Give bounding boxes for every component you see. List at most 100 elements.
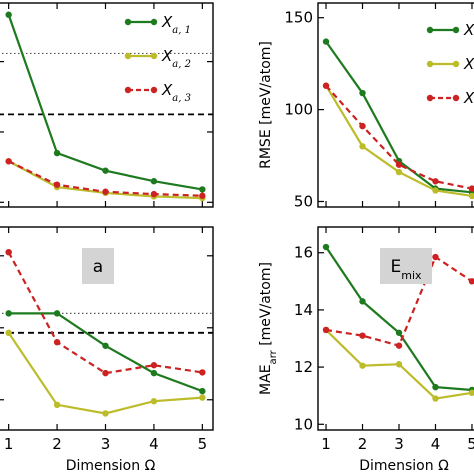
x-tick-label: 5 [467,435,474,453]
y-tick-label: 100 [284,101,313,119]
data-point-xa1 [102,342,109,349]
x-axis-label: Dimension Ω [66,458,156,474]
data-point-xa2 [199,394,206,401]
legend-label-xa1: Xa, 1 [161,13,191,36]
data-point-xa3 [53,181,61,188]
y-tick-label: 150 [284,9,313,27]
legend-label-xa3: Xa, 3 [161,81,191,104]
legend-marker-xa1 [124,18,132,26]
data-point-xa3 [432,253,439,261]
data-point-xa3 [359,332,366,339]
data-point-xa2 [432,395,439,402]
data-point-xa1 [359,298,366,305]
data-point-xa1 [199,186,206,193]
series-line-xa2 [325,85,473,198]
data-point-xa1 [432,383,439,391]
data-point-xa1 [199,387,206,395]
data-point-xa3 [102,369,109,377]
x-tick-label: 4 [431,435,441,453]
y-tick-label: 16 [294,244,313,262]
data-point-xa3 [395,342,403,349]
panel-badge [380,248,432,284]
data-point-xa3 [322,326,330,334]
legend-label-xa1: X [463,21,474,39]
panel-top-left: 030609Xa, 1Xa, 2Xa, 3 [0,2,214,208]
legend: XXX [426,21,474,107]
data-point-xa2 [395,168,403,176]
data-point-xa3 [102,188,109,195]
legend-marker-xa2 [426,60,434,68]
data-point-xa3 [395,161,403,168]
legend-marker-xa3 [150,86,158,94]
series-line-xa3 [7,251,203,375]
data-point-xa3 [5,158,12,165]
y-tick-label: 14 [294,301,313,319]
panel-badge-label: Emix [390,257,422,282]
data-point-xa1 [102,167,109,174]
panel-badge-text: a [93,257,103,277]
panel-badge-sub: mix [401,269,422,282]
data-point-xa2 [150,398,158,405]
x-tick-label: 2 [52,435,62,453]
data-point-xa3 [150,362,158,369]
y-axis-label-main: MAE [258,364,274,395]
legend-marker-xa1 [150,18,158,26]
data-point-xa1 [322,38,330,45]
panel-badge [82,248,114,284]
data-point-xa3 [322,82,330,89]
x-tick-label: 1 [321,435,331,453]
data-point-xa1 [5,11,12,18]
data-point-xa2 [359,143,366,150]
x-tick-label: 5 [198,435,208,453]
data-point-xa2 [5,329,12,337]
legend-label-base: X [463,55,474,73]
x-axis-label: Dimension Ω [359,458,449,474]
x-tick-label: 4 [149,435,159,453]
data-point-xa1 [5,310,12,317]
series-line-xa3 [325,84,473,190]
data-point-xa3 [359,122,366,130]
legend-marker-xa2 [124,52,132,60]
y-axis-label-unit: [meV/atom] [258,262,274,350]
data-point-xa3 [150,190,158,198]
data-point-xa3 [432,178,439,185]
legend-label-xa3: X [463,89,474,107]
legend-label-base: X [463,89,474,107]
legend-marker-xa1 [426,26,434,34]
y-tick-label: 10 [294,415,313,433]
data-point-xa2 [468,389,474,397]
data-point-xa1 [395,329,403,336]
x-tick-label: 3 [394,435,404,453]
legend-label-base: X [161,47,173,65]
y-tick-label: 50 [294,192,313,210]
data-point-xa1 [53,149,61,157]
series-line-xa1 [8,312,203,393]
data-point-xa3 [199,192,206,199]
x-tick-label: 3 [101,435,111,453]
y-axis-label: RMSE [meV/atom] [258,41,274,169]
data-point-xa3 [5,248,12,256]
x-tick-label: 2 [358,435,368,453]
data-point-xa3 [53,338,61,346]
legend-marker-xa1 [452,26,460,34]
y-axis-label-sub: arr [268,349,279,364]
data-point-xa2 [53,401,61,409]
panel-frame [317,2,474,208]
data-point-xa3 [199,369,206,376]
legend-label-xa2: X [463,55,474,73]
data-point-xa1 [150,369,158,377]
data-point-xa2 [395,361,403,368]
data-point-xa2 [468,192,474,200]
data-point-xa3 [468,278,474,285]
legend: Xa, 1 Xa, 2 Xa, 3 [124,13,191,104]
legend-label-sub: a, 2 [172,59,191,70]
legend-marker-xa2 [150,52,158,60]
y-tick-label: 12 [294,358,313,376]
panel-badge-text: E [390,257,401,277]
panel-badge-label: a [93,257,103,277]
panel-bottom-left: 09101112345Dimension Ωa [0,226,214,474]
data-point-xa2 [432,187,439,194]
